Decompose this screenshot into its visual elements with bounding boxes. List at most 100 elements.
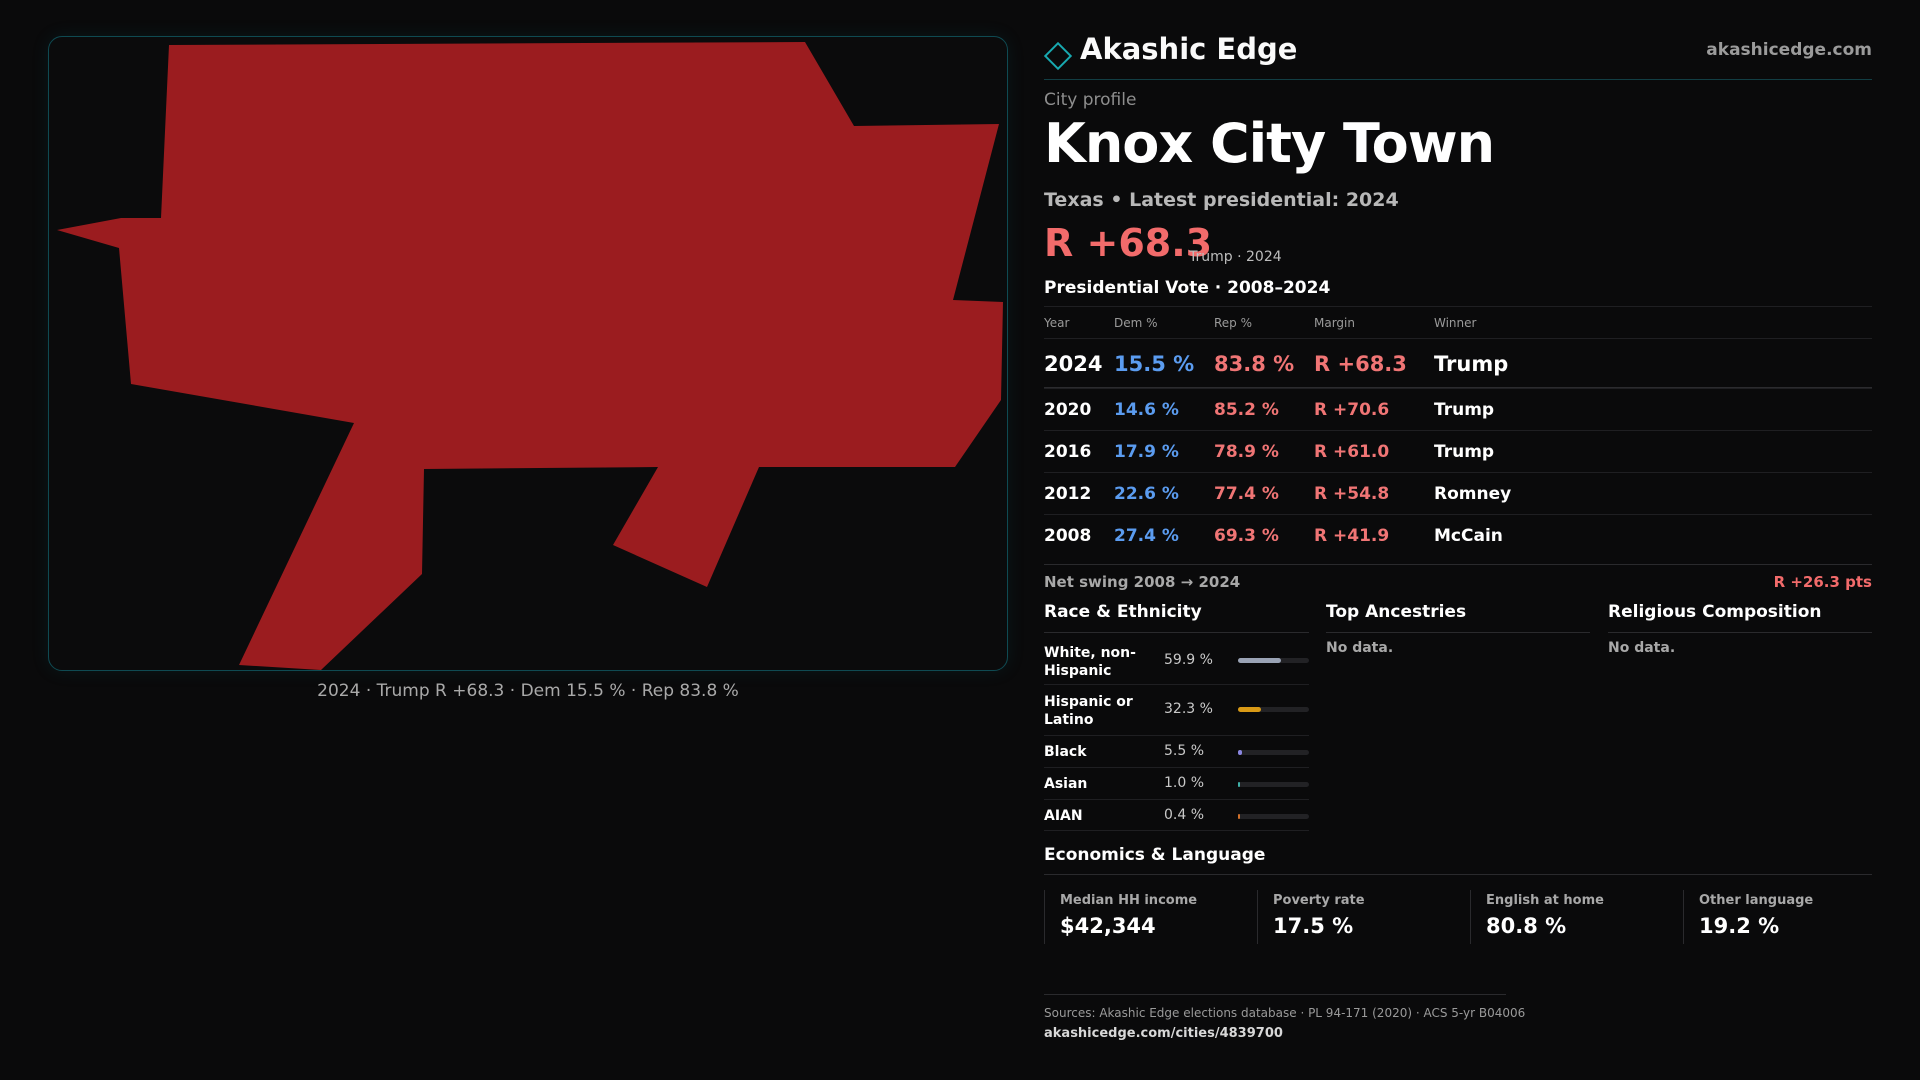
stat-other-language: Other language 19.2 % — [1683, 890, 1883, 944]
row-margin: R +68.3 — [1314, 352, 1407, 376]
ancestries-empty: No data. — [1326, 640, 1394, 656]
page-kicker: City profile — [1044, 90, 1137, 110]
stat-english-at-home: English at home 80.8 % — [1470, 890, 1670, 944]
col-dem: Dem % — [1114, 316, 1158, 330]
page-subtitle: Texas • Latest presidential: 2024 — [1044, 189, 1399, 211]
race-pct: 32.3 % — [1164, 701, 1213, 717]
stat-value: 19.2 % — [1699, 914, 1780, 938]
race-label: Hispanic or Latino — [1044, 694, 1133, 728]
row-winner: Trump — [1434, 352, 1509, 376]
row-dem: 14.6 % — [1114, 400, 1179, 420]
race-bar — [1238, 782, 1309, 787]
map-caption: 2024 · Trump R +68.3 · Dem 15.5 % · Rep … — [317, 681, 739, 701]
row-year: 2020 — [1044, 400, 1092, 420]
table-row: 2024 15.5 % 83.8 % R +68.3 Trump — [1044, 338, 1872, 388]
row-winner: McCain — [1434, 526, 1503, 546]
page-title: Knox City Town — [1044, 112, 1495, 175]
footer-divider — [1044, 994, 1506, 995]
latest-margin-detail: Trump · 2024 — [1189, 249, 1282, 265]
vote-section-title: Presidential Vote · 2008–2024 — [1044, 278, 1331, 298]
row-rep: 83.8 % — [1214, 352, 1295, 376]
race-bar — [1238, 707, 1309, 712]
row-dem: 27.4 % — [1114, 526, 1179, 546]
row-margin: R +54.8 — [1314, 484, 1390, 504]
footer-link[interactable]: akashicedge.com/cities/4839700 — [1044, 1026, 1283, 1041]
stat-label: Other language — [1699, 893, 1814, 908]
brand-header: Akashic Edge akashicedge.com — [1043, 30, 1872, 80]
stat-value: 80.8 % — [1486, 914, 1567, 938]
stat-value: $42,344 — [1060, 914, 1156, 938]
row-margin: R +41.9 — [1314, 526, 1390, 546]
net-swing-value: R +26.3 pts — [1773, 573, 1872, 591]
race-pct: 5.5 % — [1164, 743, 1205, 759]
city-boundary-map — [57, 42, 1003, 670]
row-rep: 85.2 % — [1214, 400, 1279, 420]
stat-poverty-rate: Poverty rate 17.5 % — [1257, 890, 1457, 944]
race-list: White, non-Hispanic 59.9 % Hispanic or L… — [1044, 634, 1309, 831]
ancestries-section-divider — [1326, 632, 1590, 633]
economics-section-title: Economics & Language — [1044, 845, 1266, 865]
list-item: White, non-Hispanic 59.9 % — [1044, 634, 1309, 685]
economics-section-divider — [1044, 874, 1872, 875]
net-swing-row: Net swing 2008 → 2024 R +26.3 pts — [1044, 564, 1872, 596]
list-item: AIAN 0.4 % — [1044, 800, 1309, 831]
religion-section-title: Religious Composition — [1608, 602, 1822, 622]
col-rep: Rep % — [1214, 316, 1253, 330]
row-dem: 22.6 % — [1114, 484, 1179, 504]
brand-name[interactable]: Akashic Edge — [1080, 32, 1298, 66]
row-margin: R +70.6 — [1314, 400, 1390, 420]
race-bar — [1238, 814, 1309, 819]
row-dem: 15.5 % — [1114, 352, 1195, 376]
religion-empty: No data. — [1608, 640, 1676, 656]
stat-value: 17.5 % — [1273, 914, 1354, 938]
profile-panel: Akashic Edge akashicedge.com City profil… — [1043, 0, 1872, 1080]
latest-margin: R +68.3 — [1044, 221, 1213, 265]
vote-table-header: Year Dem % Rep % Margin Winner — [1044, 306, 1872, 338]
row-year: 2016 — [1044, 442, 1092, 462]
stat-label: Median HH income — [1060, 893, 1198, 908]
net-swing-label: Net swing 2008 → 2024 — [1044, 573, 1241, 591]
list-item: Black 5.5 % — [1044, 736, 1309, 768]
col-year: Year — [1044, 316, 1070, 330]
row-rep: 69.3 % — [1214, 526, 1279, 546]
race-label: Black — [1044, 744, 1087, 760]
race-bar — [1238, 750, 1309, 755]
col-winner: Winner — [1434, 316, 1477, 330]
table-row: 2012 22.6 % 77.4 % R +54.8 Romney — [1044, 472, 1872, 514]
brand-url[interactable]: akashicedge.com — [1706, 40, 1872, 60]
table-row: 2020 14.6 % 85.2 % R +70.6 Trump — [1044, 388, 1872, 430]
city-boundary-shape — [57, 42, 1003, 670]
map-panel — [48, 36, 1008, 671]
religion-section-divider — [1608, 632, 1872, 633]
row-year: 2008 — [1044, 526, 1092, 546]
row-rep: 78.9 % — [1214, 442, 1279, 462]
row-margin: R +61.0 — [1314, 442, 1390, 462]
list-item: Asian 1.0 % — [1044, 768, 1309, 800]
table-row: 2016 17.9 % 78.9 % R +61.0 Trump — [1044, 430, 1872, 472]
stat-label: English at home — [1486, 893, 1604, 908]
race-bar — [1238, 658, 1309, 663]
list-item: Hispanic or Latino 32.3 % — [1044, 685, 1309, 736]
vote-table: Year Dem % Rep % Margin Winner 2024 15.5… — [1044, 306, 1872, 556]
race-section-title: Race & Ethnicity — [1044, 602, 1202, 622]
row-winner: Romney — [1434, 484, 1512, 504]
stat-label: Poverty rate — [1273, 893, 1365, 908]
sources-text: Sources: Akashic Edge elections database… — [1044, 1006, 1526, 1020]
row-rep: 77.4 % — [1214, 484, 1279, 504]
ancestries-section-title: Top Ancestries — [1326, 602, 1467, 622]
race-pct: 0.4 % — [1164, 807, 1205, 823]
race-section-divider — [1044, 632, 1309, 633]
race-label: AIAN — [1044, 808, 1083, 824]
row-winner: Trump — [1434, 442, 1495, 462]
table-row: 2008 27.4 % 69.3 % R +41.9 McCain — [1044, 514, 1872, 556]
race-pct: 59.9 % — [1164, 652, 1213, 668]
row-dem: 17.9 % — [1114, 442, 1179, 462]
race-label: White, non-Hispanic — [1044, 645, 1136, 679]
stat-median-income: Median HH income $42,344 — [1044, 890, 1244, 944]
row-year: 2024 — [1044, 352, 1103, 376]
row-winner: Trump — [1434, 400, 1495, 420]
race-pct: 1.0 % — [1164, 775, 1205, 791]
col-margin: Margin — [1314, 316, 1355, 330]
race-label: Asian — [1044, 776, 1088, 792]
diamond-logo-icon — [1043, 41, 1073, 71]
